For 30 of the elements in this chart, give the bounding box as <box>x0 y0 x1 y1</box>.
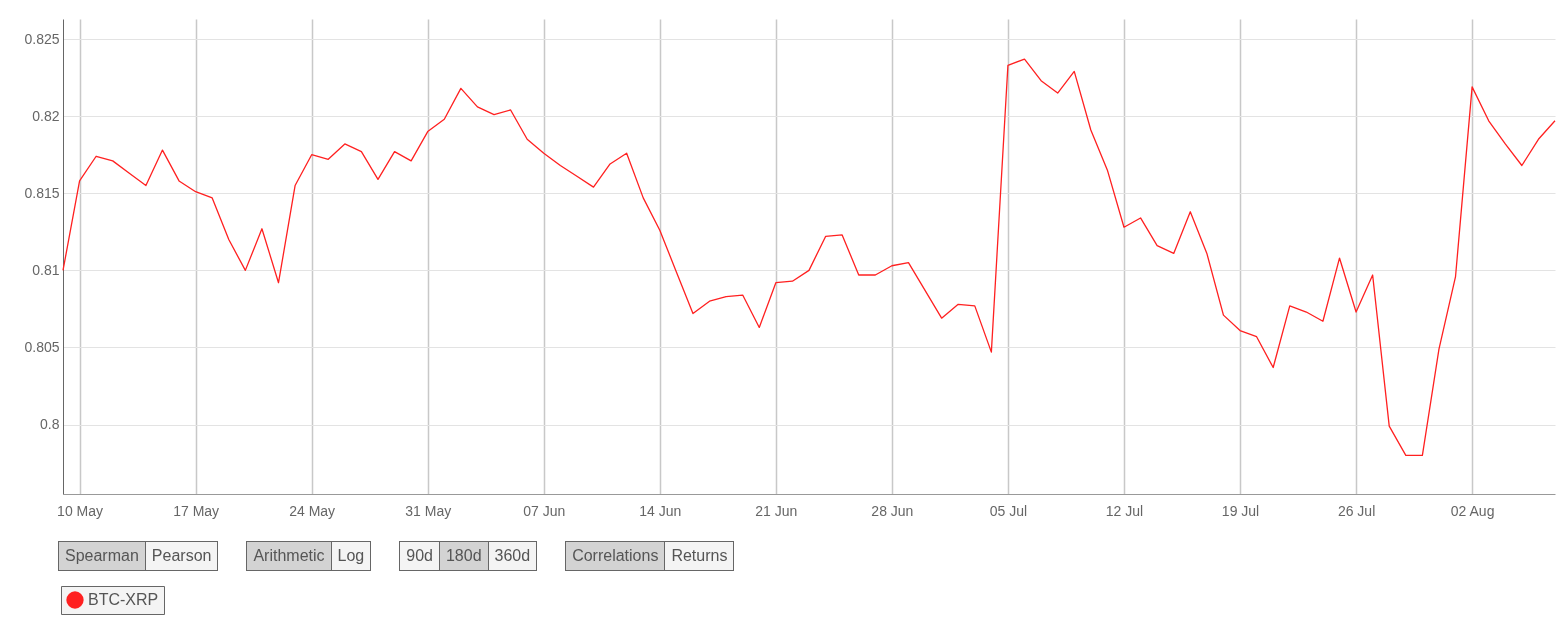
x-tick-label: 24 May <box>289 502 336 519</box>
x-tick-label: 28 Jun <box>871 502 914 519</box>
x-tick-label: 07 Jun <box>523 502 566 519</box>
legend-label: BTC-XRP <box>88 591 159 608</box>
toggle-button: 180d <box>438 542 488 570</box>
y-tick-label: 0.8 <box>40 416 60 433</box>
x-tick-label: 21 Jun <box>755 502 798 519</box>
line-series <box>62 58 1556 457</box>
toggle-button: Pearson <box>144 542 218 570</box>
x-tick-label: 02 Aug <box>1450 502 1495 519</box>
y-tick-label: 0.825 <box>24 30 60 47</box>
x-tick-label: 17 May <box>173 502 220 519</box>
toggle-button: 90d <box>400 542 439 570</box>
x-tick-label: 12 Jul <box>1105 502 1144 519</box>
toggle-button: Returns <box>664 542 734 570</box>
y-tick-label: 0.815 <box>24 184 60 201</box>
y-tick-label: 0.81 <box>32 261 60 278</box>
toggle-button: Correlations <box>566 542 665 570</box>
x-tick-label: 31 May <box>405 502 452 519</box>
y-tick-label: 0.82 <box>32 107 60 124</box>
x-tick-label: 19 Jul <box>1221 502 1260 519</box>
x-tick-label: 14 Jun <box>639 502 682 519</box>
toggle-button: Arithmetic <box>247 542 331 570</box>
toggle-button: Spearman <box>59 542 145 570</box>
x-tick-label: 26 Jul <box>1337 502 1376 519</box>
toggle-button: 360d <box>487 542 537 570</box>
toggle-button: Log <box>330 542 371 570</box>
x-tick-label: 10 May <box>57 502 104 519</box>
y-tick-label: 0.805 <box>24 338 60 355</box>
x-tick-label: 05 Jul <box>989 502 1028 519</box>
